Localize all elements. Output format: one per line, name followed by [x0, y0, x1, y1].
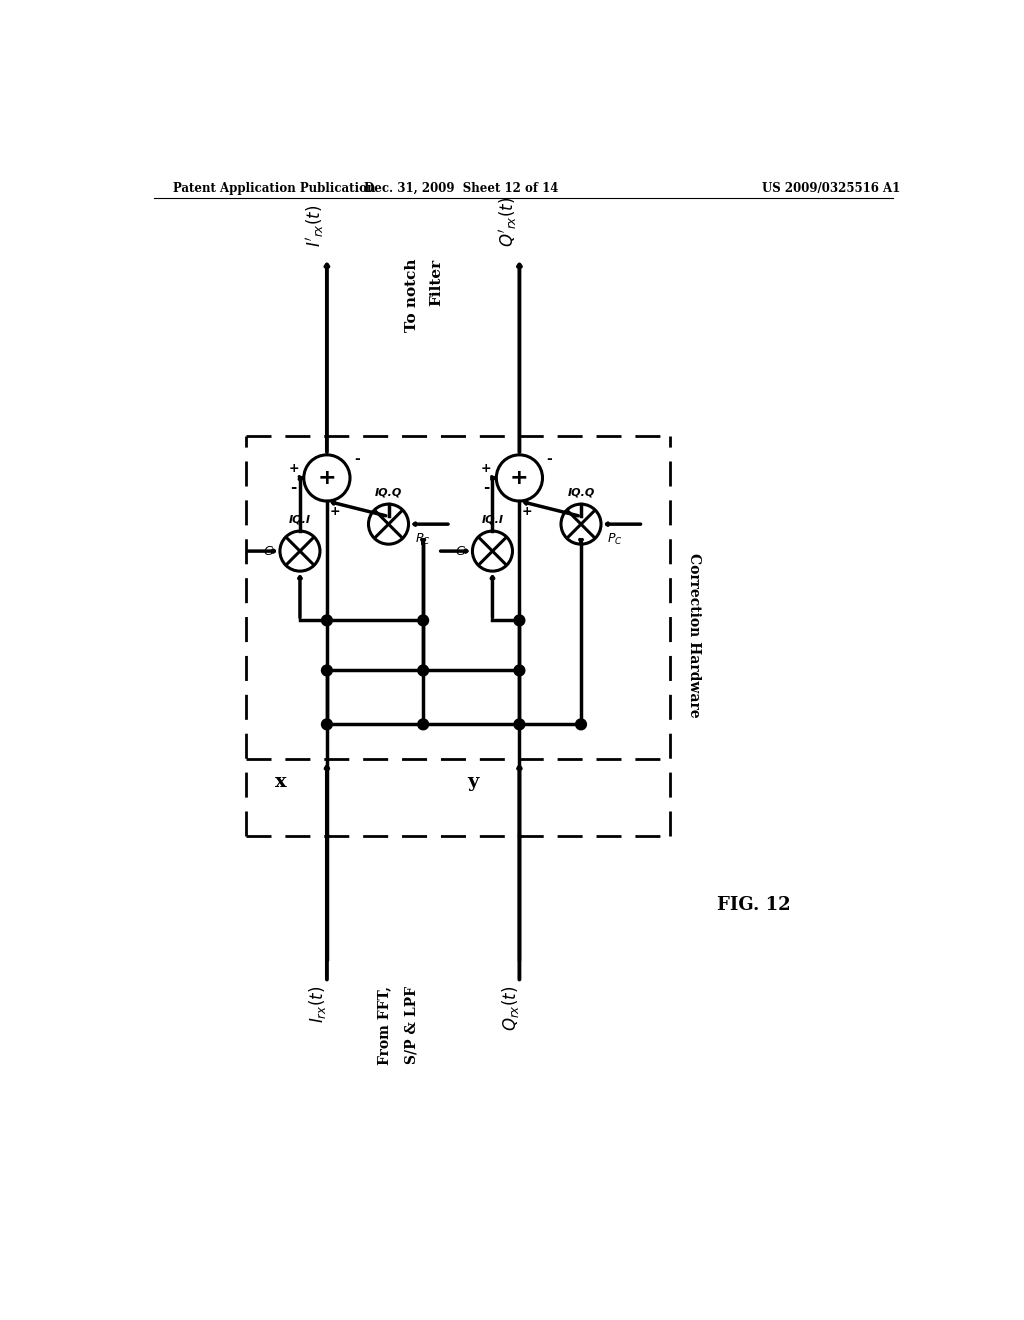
Text: +: +	[330, 504, 340, 517]
Circle shape	[418, 719, 429, 730]
Text: x: x	[274, 774, 287, 791]
Circle shape	[418, 615, 429, 626]
Circle shape	[514, 719, 524, 730]
Text: S/P & LPF: S/P & LPF	[404, 986, 419, 1064]
Text: $Q'_{rx}(t)$: $Q'_{rx}(t)$	[497, 197, 519, 247]
Text: IQ.I: IQ.I	[481, 515, 504, 525]
Text: y: y	[468, 774, 479, 791]
Text: $I_{rx}(t)$: $I_{rx}(t)$	[307, 986, 328, 1023]
Text: IQ.Q: IQ.Q	[567, 488, 595, 498]
Circle shape	[514, 665, 524, 676]
Text: Correction Hardware: Correction Hardware	[686, 553, 700, 718]
Circle shape	[575, 719, 587, 730]
Circle shape	[514, 615, 524, 626]
Text: Patent Application Publication: Patent Application Publication	[173, 182, 376, 194]
Text: To notch: To notch	[404, 259, 419, 333]
Text: Filter: Filter	[429, 259, 443, 306]
Text: +: +	[510, 469, 528, 488]
Text: FIG. 12: FIG. 12	[718, 896, 792, 915]
Text: -: -	[483, 479, 489, 495]
Text: -: -	[291, 479, 297, 495]
Text: -: -	[547, 451, 552, 466]
Text: +: +	[317, 469, 336, 488]
Circle shape	[322, 615, 333, 626]
Text: Dec. 31, 2009  Sheet 12 of 14: Dec. 31, 2009 Sheet 12 of 14	[365, 182, 559, 194]
Text: $Q_{rx}(t)$: $Q_{rx}(t)$	[500, 986, 520, 1031]
Circle shape	[322, 719, 333, 730]
Text: $I'_{rx}(t)$: $I'_{rx}(t)$	[304, 205, 327, 247]
Text: -: -	[354, 451, 359, 466]
Text: +: +	[289, 462, 299, 475]
Text: +: +	[522, 504, 532, 517]
Text: From FFT,: From FFT,	[378, 986, 391, 1065]
Text: US 2009/0325516 A1: US 2009/0325516 A1	[762, 182, 900, 194]
Text: $G$: $G$	[456, 545, 466, 557]
Circle shape	[322, 665, 333, 676]
Text: $P_C$: $P_C$	[415, 532, 430, 546]
Text: +: +	[481, 462, 492, 475]
Text: IQ.I: IQ.I	[289, 515, 311, 525]
Text: IQ.Q: IQ.Q	[375, 488, 402, 498]
Text: $G$: $G$	[263, 545, 273, 557]
Text: $P_C$: $P_C$	[607, 532, 623, 546]
Circle shape	[418, 665, 429, 676]
